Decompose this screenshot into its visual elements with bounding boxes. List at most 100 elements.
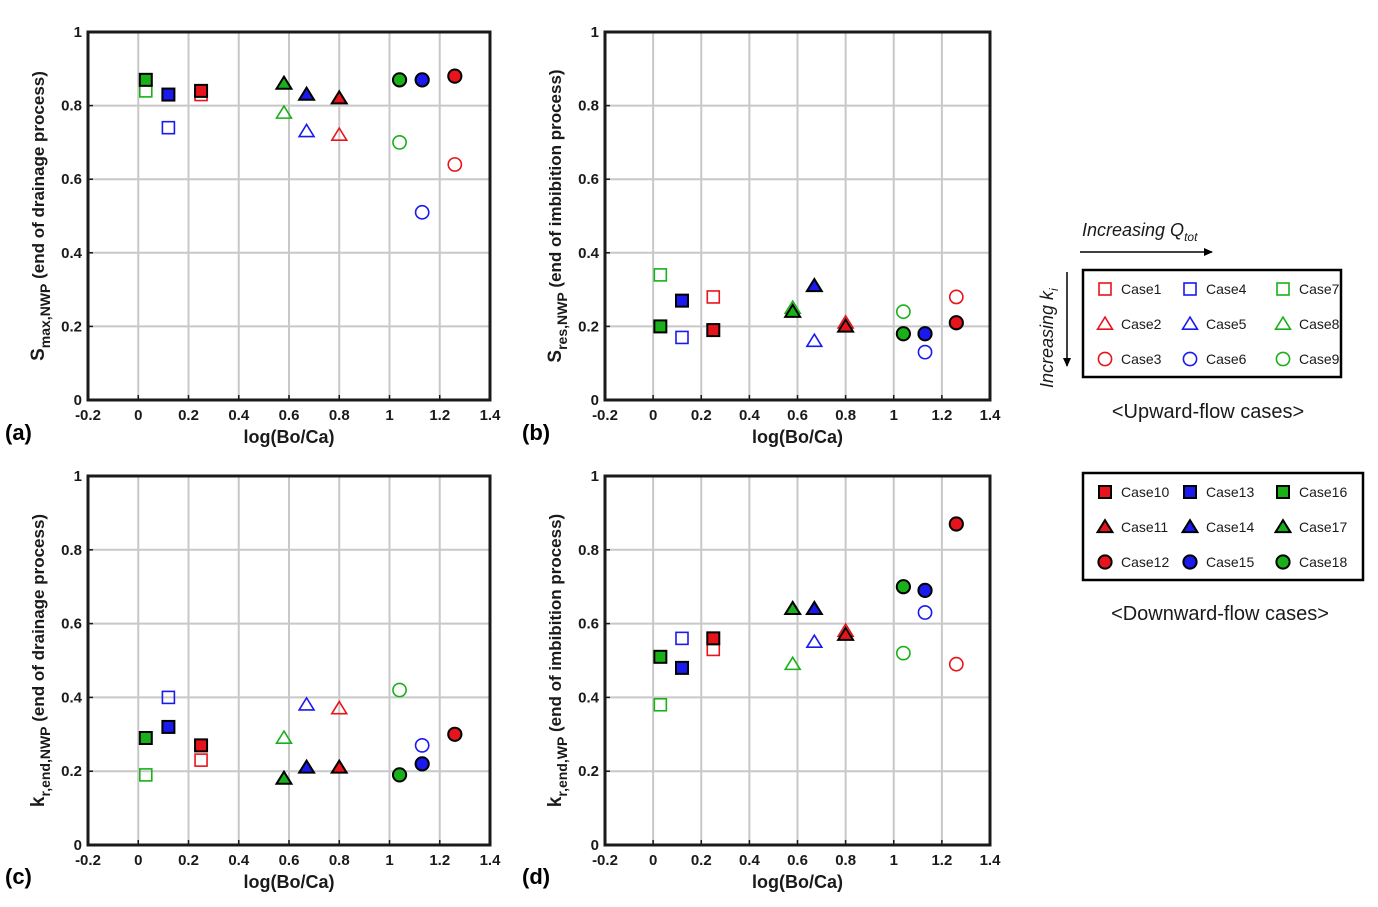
y-tick-label: 1 — [591, 24, 599, 41]
upward-caption: <Upward-flow cases> — [1112, 401, 1304, 423]
legend-label-case4: Case4 — [1206, 281, 1247, 297]
y-tick-label: 0.4 — [578, 245, 600, 262]
legend-marker-case3 — [1097, 351, 1113, 367]
x-tick-label: 0.2 — [178, 407, 199, 424]
x-tick-label: 1.4 — [480, 407, 502, 424]
legend-label-case11: Case11 — [1121, 519, 1168, 535]
legend-marker-case9 — [1275, 351, 1291, 367]
data-point-case10 — [706, 323, 721, 338]
x-tick-label: 0.2 — [691, 407, 712, 424]
legend-label-case7: Case7 — [1299, 281, 1340, 297]
data-point-case1 — [706, 290, 721, 304]
scatter-panel-2: -0.2 0 0.2 0.4 0.6 0.8 1 1.2 1.400.20.40.60.81lo… — [522, 24, 1001, 447]
y-tick-label: 1 — [591, 468, 599, 485]
legend-label-case12: Case12 — [1121, 554, 1169, 570]
legend-label-case17: Case17 — [1299, 519, 1347, 535]
y-tick-label: 0.2 — [61, 763, 82, 780]
data-point-case16 — [653, 649, 668, 664]
legend-marker-case5 — [1181, 315, 1199, 330]
increasing-qtot-annotation: Increasing Qtot — [1080, 220, 1213, 256]
data-point-case6 — [414, 737, 430, 753]
data-point-case11 — [836, 317, 855, 333]
y-axis-label: kr,end,NWP (end of drainage process) — [28, 514, 53, 807]
y-tick-label: 0.6 — [61, 171, 82, 188]
data-point-case4 — [675, 330, 689, 345]
increasing-ki-text: Increasing ki — [1037, 288, 1061, 388]
y-tick-label: 0.2 — [578, 318, 599, 335]
x-tick-label: 0.4 — [739, 852, 761, 869]
data-point-case7 — [653, 697, 668, 712]
panel-letter: (b) — [522, 420, 550, 445]
legend-label-case18: Case18 — [1299, 554, 1347, 570]
data-point-case18 — [895, 326, 911, 342]
legend-label-case1: Case1 — [1121, 281, 1162, 297]
legend-marker-case1 — [1098, 282, 1112, 296]
legend-marker-case15 — [1182, 554, 1198, 570]
legend-marker-case2 — [1096, 315, 1114, 330]
legend-downward-box — [1081, 471, 1365, 582]
x-tick-label: 0.2 — [691, 852, 712, 869]
scatter-panel-1: -0.2 0 0.2 0.4 0.6 0.8 1 1.2 1.400.20.40.60.81lo… — [5, 24, 501, 447]
legend-marker-case6 — [1182, 351, 1198, 367]
increasing-ki-annotation: Increasing ki — [1037, 272, 1071, 388]
x-tick-label: 1 — [385, 407, 393, 424]
x-tick-label: 0 — [649, 407, 657, 424]
y-tick-label: 0.4 — [578, 689, 600, 706]
y-tick-label: 1 — [74, 24, 82, 41]
x-tick-label: 1.4 — [480, 852, 502, 869]
data-point-case9 — [895, 304, 911, 320]
legend-label-case15: Case15 — [1206, 554, 1254, 570]
panel-letter: (d) — [522, 864, 550, 889]
legend-label-case13: Case13 — [1206, 484, 1254, 500]
x-tick-label: 0.8 — [329, 407, 350, 424]
data-point-case16 — [138, 72, 153, 87]
legend-label-case10: Case10 — [1121, 484, 1169, 500]
data-point-case15 — [917, 326, 933, 342]
data-point-case16 — [653, 319, 668, 334]
data-point-case13 — [161, 719, 176, 734]
y-axis-label: Sres,NWP (end of imbibition process) — [545, 69, 570, 362]
legend-label-case2: Case2 — [1121, 316, 1162, 332]
legend-marker-case7 — [1276, 282, 1290, 296]
legend-marker-case4 — [1183, 282, 1197, 296]
data-point-case9 — [392, 682, 407, 698]
data-point-case12 — [948, 315, 964, 331]
x-tick-label: 1 — [890, 407, 898, 424]
data-point-case13 — [675, 293, 689, 308]
x-tick-label: 1.2 — [429, 407, 450, 424]
data-point-case8 — [275, 729, 293, 744]
legend-label-case5: Case5 — [1206, 316, 1247, 332]
data-point-case8 — [783, 655, 802, 671]
legend-marker-case10 — [1098, 485, 1112, 499]
y-tick-label: 0.8 — [578, 542, 599, 559]
y-tick-label: 0.2 — [61, 318, 82, 335]
data-point-case5 — [297, 696, 316, 711]
y-tick-label: 0.8 — [61, 542, 82, 559]
x-axis-label: log(Bo/Ca) — [244, 427, 335, 447]
x-axis-label: log(Bo/Ca) — [752, 427, 843, 447]
x-tick-label: 0 — [134, 407, 142, 424]
scatter-panel-4: -0.2 0 0.2 0.4 0.6 0.8 1 1.2 1.400.20.40.60.81lo… — [522, 468, 1001, 892]
data-point-case6 — [917, 344, 933, 360]
legend-label-case6: Case6 — [1206, 351, 1247, 367]
data-point-case13 — [675, 660, 689, 675]
x-tick-label: 1.4 — [980, 407, 1002, 424]
legend-upward: Case1 Case4 Case7 Case2 Case5 Case8 Case3 Case6… — [1081, 268, 1343, 379]
y-tick-label: 0.8 — [578, 98, 599, 115]
legend-marker-case17 — [1273, 518, 1293, 534]
data-point-case4 — [675, 631, 689, 646]
legend-marker-case12 — [1097, 554, 1113, 570]
data-point-case11 — [330, 758, 349, 774]
data-point-case12 — [447, 68, 463, 84]
data-point-case14 — [805, 600, 824, 616]
x-tick-label: 1.2 — [931, 407, 952, 424]
data-point-case9 — [895, 645, 911, 661]
data-point-case3 — [948, 289, 964, 305]
increasing-qtot-text: Increasing Qtot — [1082, 220, 1198, 244]
data-point-case5 — [805, 332, 824, 348]
y-tick-label: 0.8 — [61, 98, 82, 115]
y-tick-label: 0 — [74, 837, 82, 854]
x-tick-label: 0.6 — [787, 407, 808, 424]
x-tick-label: 0 — [649, 852, 657, 869]
